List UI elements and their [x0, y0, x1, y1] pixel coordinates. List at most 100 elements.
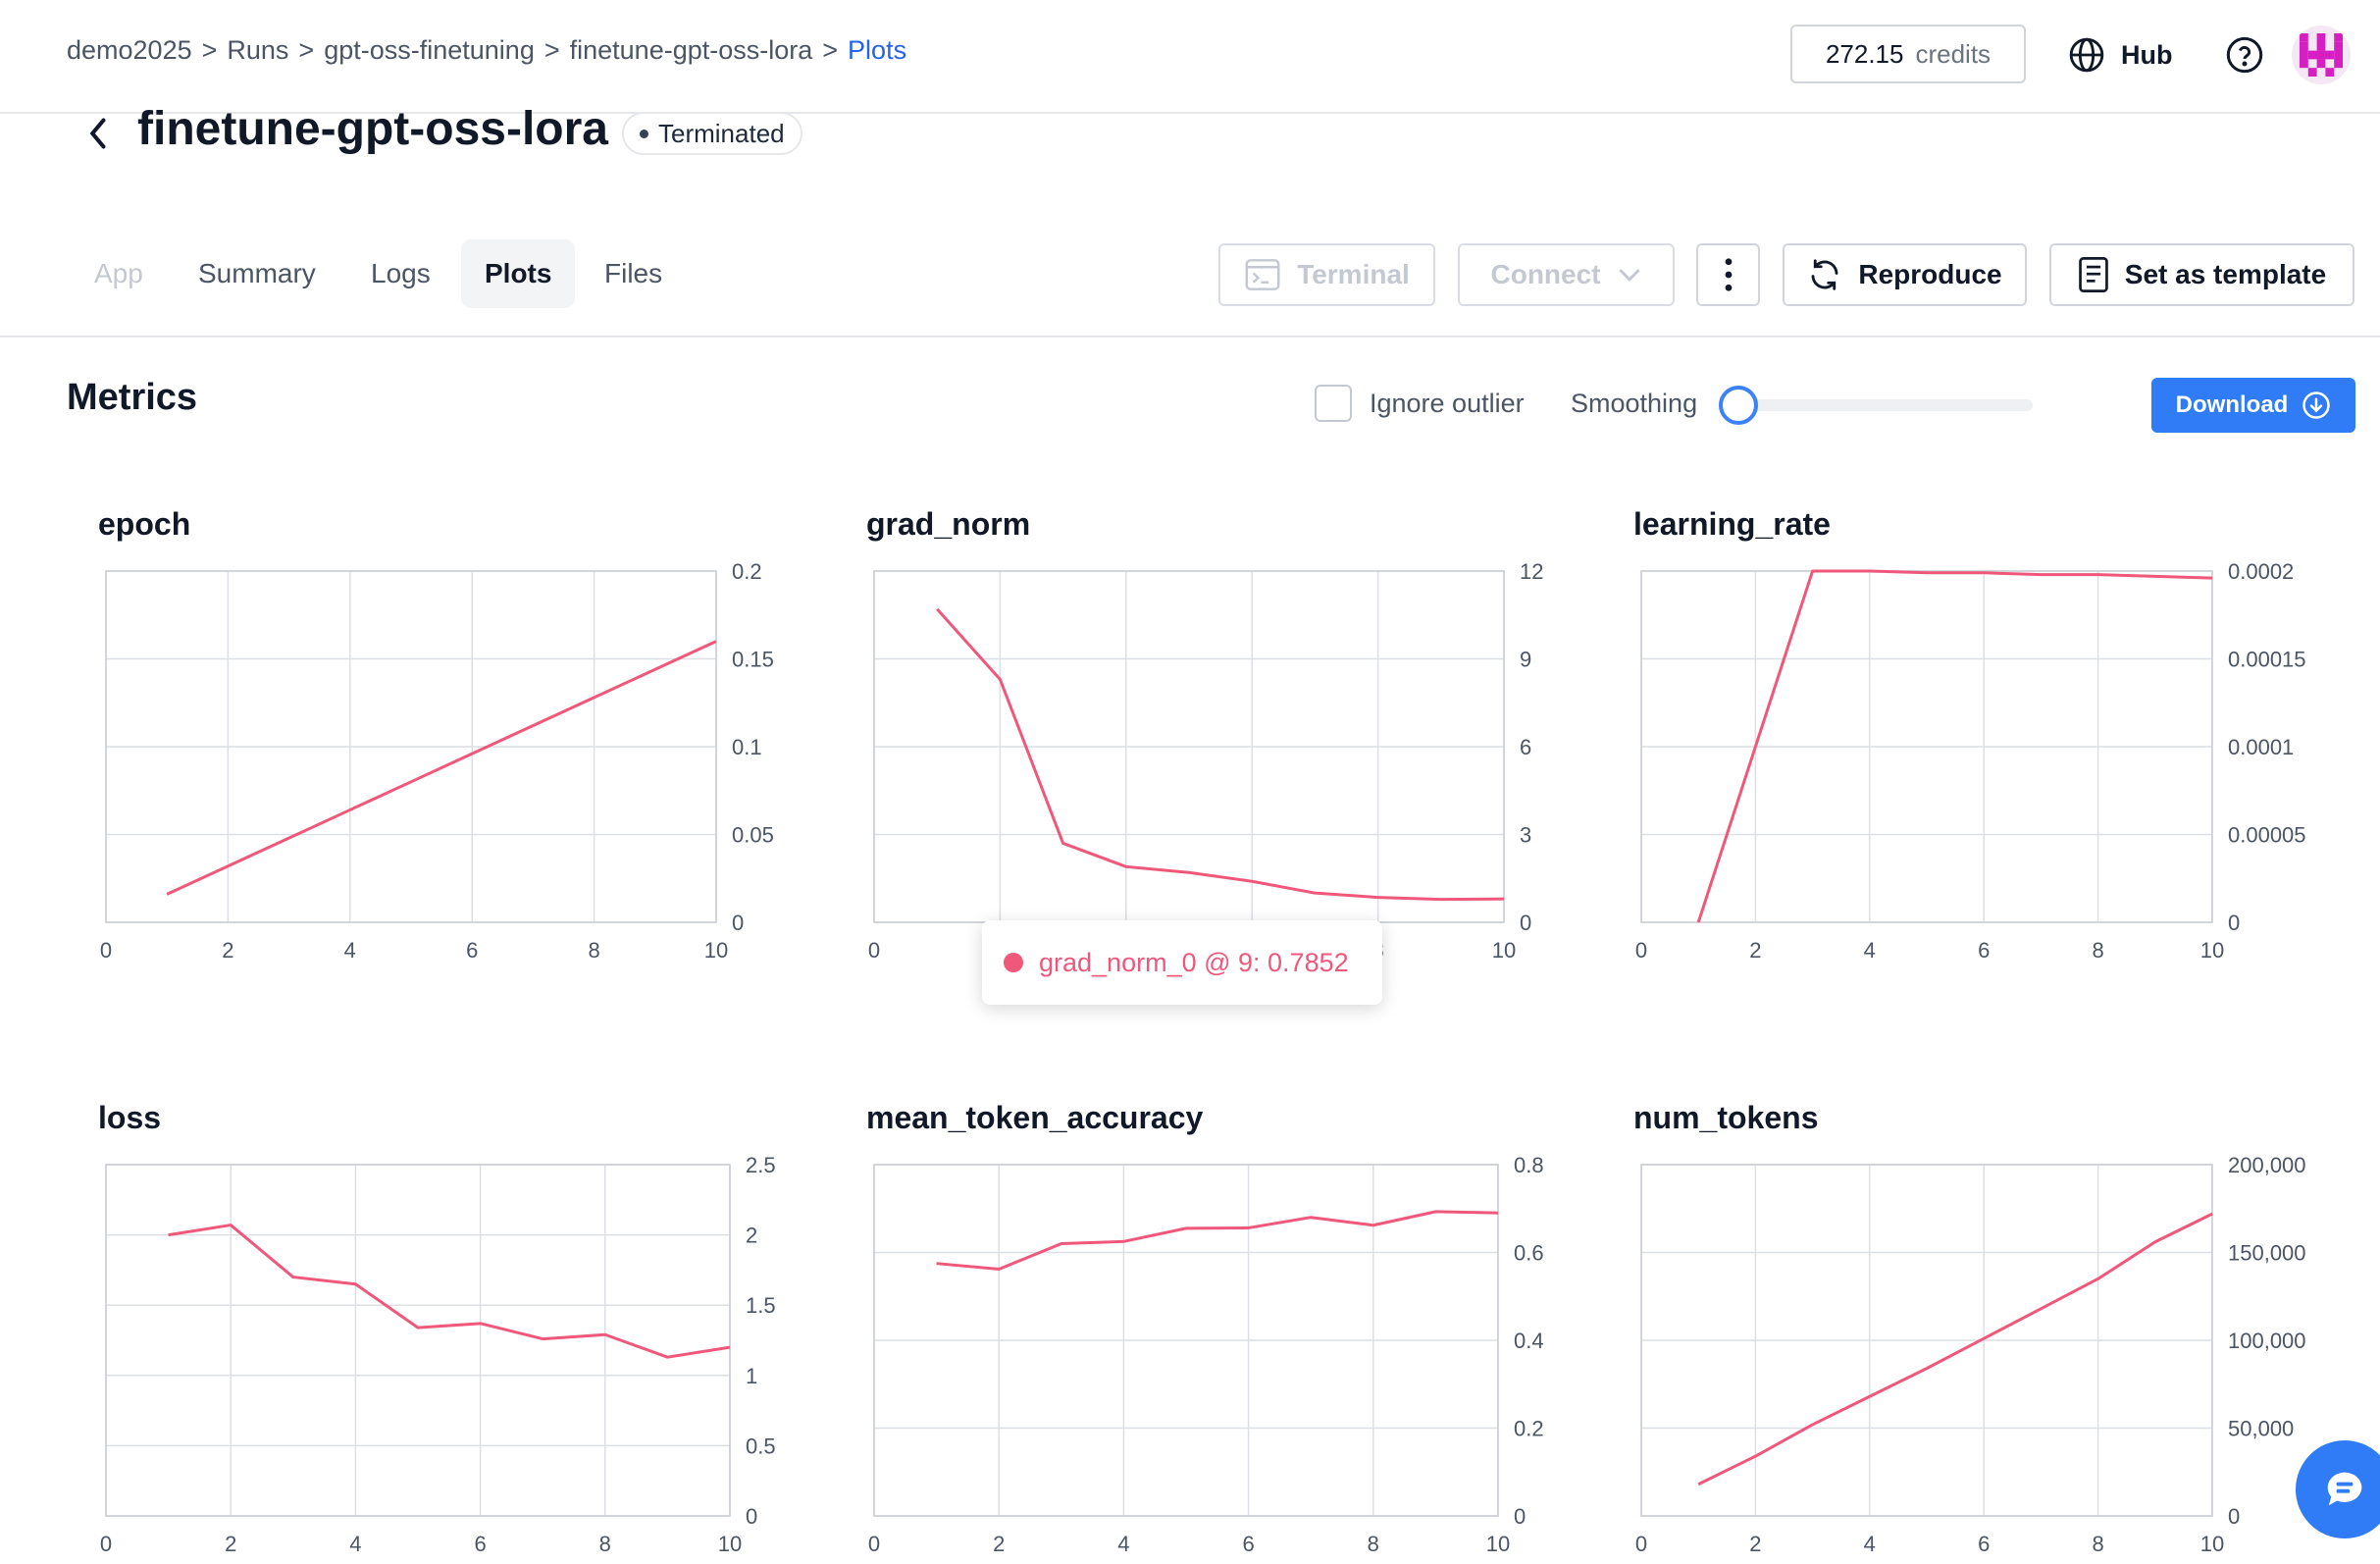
data-point[interactable] [1501, 896, 1507, 902]
data-point[interactable] [478, 1321, 484, 1327]
series-line[interactable] [936, 1210, 1499, 1272]
data-point[interactable] [1432, 1209, 1438, 1215]
ignore-outlier-label[interactable]: Ignore outlier [1370, 389, 1525, 418]
series-line[interactable] [166, 640, 717, 896]
x-tick-label: 2 [222, 938, 233, 963]
data-point[interactable] [228, 1223, 233, 1228]
data-point[interactable] [286, 835, 292, 841]
data-point[interactable] [2038, 572, 2044, 578]
data-point[interactable] [2209, 1211, 2215, 1217]
data-point[interactable] [1495, 1210, 1501, 1216]
avatar[interactable] [2292, 26, 2351, 84]
data-point[interactable] [592, 695, 597, 701]
data-point[interactable] [225, 863, 231, 869]
data-point[interactable] [540, 1336, 545, 1342]
data-point[interactable] [1375, 895, 1381, 901]
set-as-template-button[interactable]: Set as template [2049, 243, 2354, 306]
credits-button[interactable]: 272.15 credits [1790, 25, 2026, 83]
data-point[interactable] [1249, 878, 1255, 884]
data-point[interactable] [530, 723, 536, 729]
chat-support-button[interactable] [2296, 1440, 2380, 1538]
data-point[interactable] [1246, 1225, 1252, 1230]
data-point[interactable] [1308, 1215, 1314, 1221]
data-point[interactable] [1981, 1335, 1987, 1341]
breadcrumb-item-project[interactable]: gpt-oss-finetuning [324, 35, 535, 65]
data-point[interactable] [1867, 1393, 1873, 1399]
data-point[interactable] [602, 1331, 608, 1337]
breadcrumb-item-run[interactable]: finetune-gpt-oss-lora [569, 35, 813, 65]
download-button[interactable]: Download [2151, 378, 2355, 433]
x-tick-label: 0 [1635, 938, 1647, 963]
data-point[interactable] [1061, 840, 1066, 846]
data-point[interactable] [713, 639, 719, 645]
data-point[interactable] [1924, 570, 1930, 576]
data-point[interactable] [2209, 575, 2215, 581]
data-point[interactable] [1059, 1241, 1064, 1247]
data-point[interactable] [2095, 1276, 2101, 1281]
data-point[interactable] [652, 666, 658, 672]
data-point[interactable] [1810, 1422, 1816, 1428]
data-point[interactable] [1371, 1223, 1376, 1228]
terminal-button[interactable]: Terminal [1218, 243, 1435, 306]
data-point[interactable] [1120, 1238, 1126, 1244]
tab-files[interactable]: Files [604, 258, 663, 288]
smoothing-slider-track[interactable] [1738, 399, 2033, 411]
data-point[interactable] [2095, 572, 2101, 578]
help-button[interactable] [2225, 35, 2264, 79]
data-point[interactable] [2152, 1239, 2158, 1245]
series-line[interactable] [1696, 569, 2213, 923]
data-point[interactable] [1312, 890, 1318, 896]
data-point[interactable] [1695, 1482, 1701, 1487]
data-point[interactable] [1981, 570, 1987, 576]
reproduce-button[interactable]: Reproduce [1783, 243, 2027, 306]
data-point[interactable] [1186, 869, 1192, 875]
series-line[interactable] [168, 1224, 731, 1359]
breadcrumb-item-runs[interactable]: Runs [227, 35, 289, 65]
series-line[interactable] [1697, 1212, 2213, 1486]
data-point[interactable] [2038, 1306, 2044, 1312]
data-point[interactable] [2152, 573, 2158, 579]
data-point[interactable] [1123, 863, 1129, 869]
back-button[interactable] [84, 116, 114, 156]
data-point[interactable] [727, 1344, 733, 1350]
tab-app[interactable]: App [94, 258, 143, 288]
data-point[interactable] [415, 1325, 421, 1330]
data-point[interactable] [1924, 1366, 1930, 1372]
data-point[interactable] [1752, 1453, 1758, 1459]
data-point[interactable] [1810, 568, 1816, 574]
more-options-button[interactable] [1696, 243, 1760, 306]
smoothing-slider-thumb[interactable] [1719, 386, 1758, 425]
data-point[interactable] [352, 1281, 358, 1287]
hub-button[interactable]: Hub [2068, 27, 2172, 82]
data-point[interactable] [290, 1275, 296, 1280]
data-point[interactable] [934, 1261, 940, 1267]
series-line[interactable] [936, 607, 1505, 902]
data-point[interactable] [996, 1267, 1002, 1273]
data-point[interactable] [469, 751, 475, 756]
data-point[interactable] [164, 891, 170, 897]
tab-logs[interactable]: Logs [371, 258, 431, 288]
tab-plots[interactable]: Plots [461, 239, 576, 308]
data-point[interactable] [664, 1354, 670, 1360]
data-point[interactable] [166, 1232, 172, 1238]
ignore-outlier-checkbox[interactable] [1315, 385, 1352, 422]
data-point[interactable] [1752, 744, 1758, 750]
data-point[interactable] [408, 779, 414, 785]
connect-dropdown[interactable]: Connect [1458, 243, 1675, 306]
data-point[interactable] [997, 676, 1003, 682]
data-point[interactable] [1183, 1225, 1189, 1231]
data-point[interactable] [1695, 919, 1701, 925]
tab-summary[interactable]: Summary [198, 258, 316, 288]
data-point[interactable] [1867, 568, 1873, 574]
breadcrumb-item-current[interactable]: Plots [848, 35, 907, 65]
data-point[interactable] [934, 606, 940, 612]
chart-grad-norm[interactable]: 0246810036912 [837, 549, 1582, 971]
data-point[interactable] [347, 807, 353, 812]
breadcrumb-item-workspace[interactable]: demo2025 [67, 35, 192, 65]
data-point[interactable] [1438, 897, 1444, 903]
